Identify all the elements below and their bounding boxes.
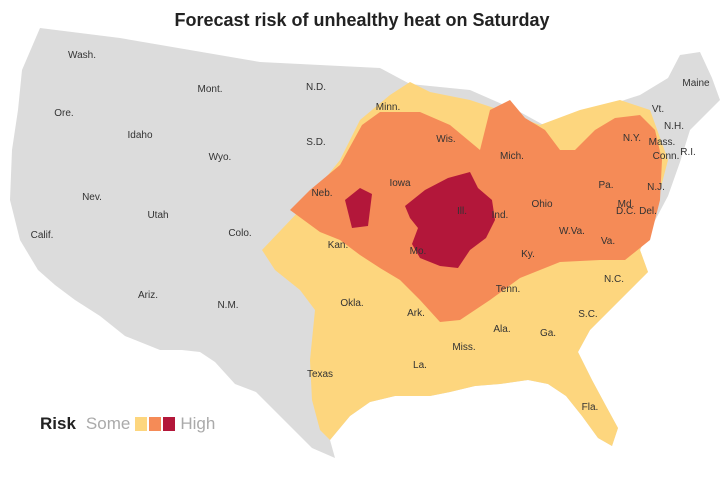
risk-high-area-main [405, 172, 495, 268]
state-label: Ind. [492, 210, 509, 221]
state-label: Colo. [228, 228, 251, 239]
state-label: Conn. [653, 151, 680, 162]
state-label: La. [413, 360, 427, 371]
state-label: Neb. [311, 188, 332, 199]
state-label: R.I. [680, 147, 696, 158]
state-label: Ga. [540, 328, 556, 339]
state-label: Minn. [376, 102, 400, 113]
state-label: Vt. [652, 104, 664, 115]
state-label: N.Y. [623, 133, 641, 144]
state-label: Mont. [197, 84, 222, 95]
state-label: Ark. [407, 308, 425, 319]
map-title: Forecast risk of unhealthy heat on Satur… [174, 10, 550, 30]
legend-low-label: Some [85, 414, 131, 433]
state-label: Ohio [531, 199, 553, 210]
state-label: N.M. [217, 300, 238, 311]
state-label: Fla. [582, 402, 599, 413]
state-label: Ala. [493, 324, 510, 335]
state-label: N.J. [647, 182, 665, 193]
state-label: Kan. [328, 240, 349, 251]
state-label: Maine [682, 78, 710, 89]
risk-high-area [345, 188, 372, 228]
state-label: D.C. [616, 206, 636, 217]
state-label: Calif. [31, 230, 54, 241]
legend-high-label: High [180, 414, 216, 433]
state-label: Nev. [82, 192, 102, 203]
state-label: Ariz. [138, 290, 158, 301]
state-label: Del. [639, 206, 657, 217]
state-label: Ky. [521, 249, 535, 260]
state-label: Miss. [452, 342, 475, 353]
state-label: Mich. [500, 151, 524, 162]
legend-swatch-moderate [149, 417, 162, 431]
state-label: Texas [307, 369, 333, 380]
state-labels: Wash. Ore. Calif. Idaho Nev. Mont. Wyo. Utah Ari… [31, 50, 710, 413]
legend-swatch-high [163, 417, 176, 431]
legend-risk-label: Risk [40, 414, 76, 433]
state-label: N.C. [604, 274, 624, 285]
state-label: N.D. [306, 82, 326, 93]
state-label: Ill. [457, 206, 467, 217]
state-label: Wis. [436, 134, 455, 145]
legend-swatch-some [135, 417, 148, 431]
state-label: Ore. [54, 108, 73, 119]
state-label: Wash. [68, 50, 96, 61]
state-label: Idaho [127, 130, 152, 141]
state-label: S.D. [306, 137, 325, 148]
state-label: Mo. [410, 246, 427, 257]
state-label: Utah [147, 210, 168, 221]
state-label: Wyo. [209, 152, 232, 163]
legend: Risk Some High [40, 414, 215, 434]
state-label: Mass. [649, 137, 676, 148]
state-label: Tenn. [496, 284, 520, 295]
state-label: Iowa [389, 178, 411, 189]
state-label: Pa. [598, 180, 613, 191]
state-label: Va. [601, 236, 615, 247]
state-label: W.Va. [559, 226, 585, 237]
state-label: N.H. [664, 121, 684, 132]
state-label: Okla. [340, 298, 363, 309]
state-label: S.C. [578, 309, 597, 320]
state-label: Md. [618, 199, 635, 210]
